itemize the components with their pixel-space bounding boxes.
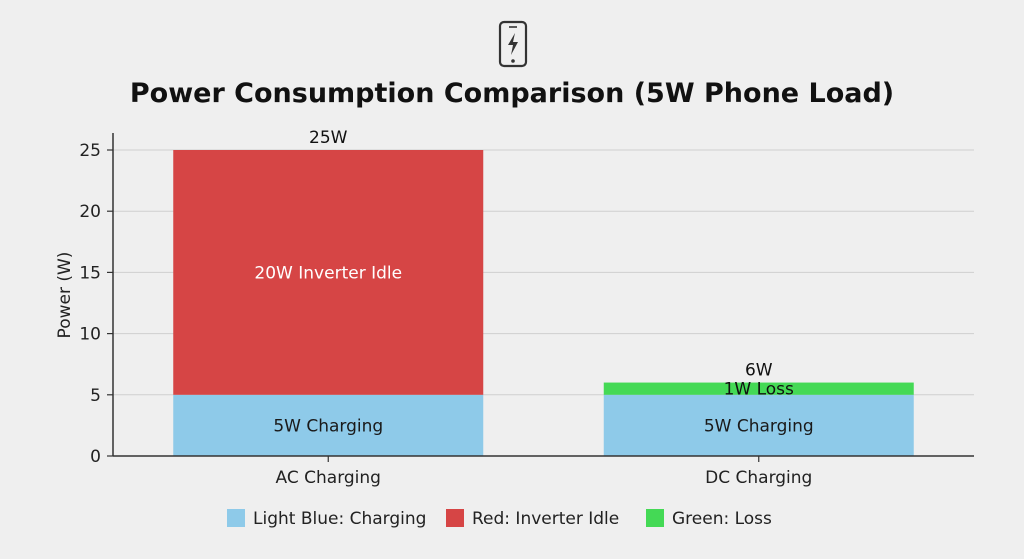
y-tick-label: 25 — [79, 141, 101, 161]
bar-segment-label: 20W Inverter Idle — [254, 263, 402, 283]
chart-title: Power Consumption Comparison (5W Phone L… — [130, 78, 894, 109]
y-axis-label: Power (W) — [55, 252, 75, 339]
y-tick-label: 5 — [90, 386, 101, 406]
y-tick-label: 15 — [79, 263, 101, 283]
bar-segment-loss — [603, 382, 914, 395]
legend-label: Green: Loss — [672, 509, 772, 529]
y-tick-label: 0 — [90, 447, 101, 467]
bar-segment-label: 1W Loss — [724, 380, 794, 400]
bars: 5W Charging 20W Inverter Idle 25W 5W Chargi… — [173, 128, 914, 456]
bar-segment-charging — [173, 394, 484, 456]
bar-segment-inverter_idle — [173, 150, 484, 395]
y-tick-label: 20 — [79, 202, 101, 222]
bar-total-label: 25W — [309, 128, 348, 148]
legend: Light Blue: Charging Red: Inverter Idle Gr… — [227, 509, 772, 529]
x-category-label: AC Charging — [276, 468, 381, 488]
bar-segment-label: 5W Charging — [704, 416, 814, 436]
y-tick-label: 10 — [79, 325, 101, 345]
bar-segment-charging — [603, 394, 914, 456]
legend-swatch — [646, 509, 664, 527]
legend-label: Light Blue: Charging — [253, 509, 426, 529]
bar-segment-label: 5W Charging — [273, 416, 383, 436]
legend-swatch — [446, 509, 464, 527]
y-axis-ticks: 0 5 10 15 20 25 — [79, 141, 113, 467]
x-axis-categories: AC Charging DC Charging — [276, 456, 812, 488]
phone-charging-icon — [498, 20, 528, 68]
bar-total-label: 6W — [745, 361, 773, 381]
legend-label: Red: Inverter Idle — [472, 509, 619, 529]
legend-swatch — [227, 509, 245, 527]
x-category-label: DC Charging — [705, 468, 812, 488]
